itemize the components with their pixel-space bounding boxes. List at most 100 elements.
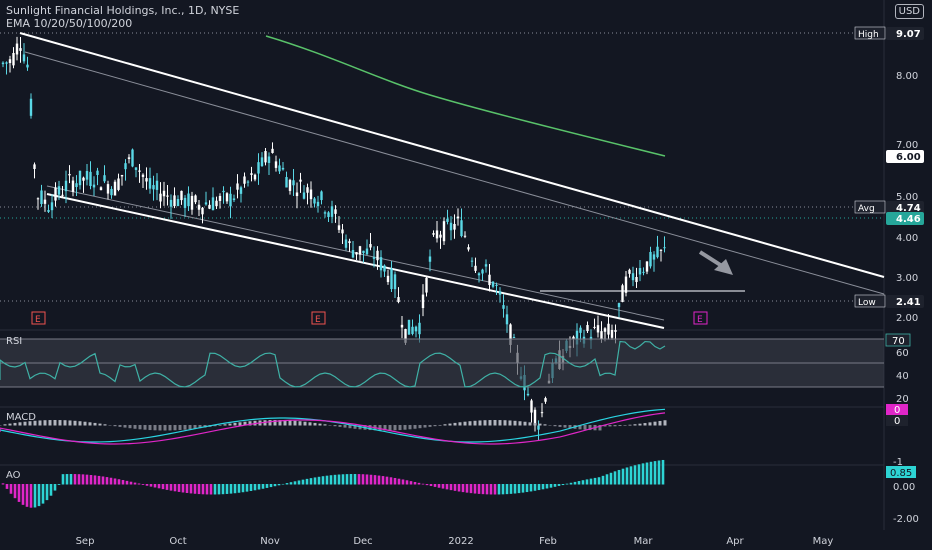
macd-histogram-bar: [248, 421, 252, 426]
macd-histogram-bar: [598, 425, 602, 431]
macd-histogram-bar: [483, 420, 487, 426]
candle-body: [607, 323, 610, 335]
ao-bar: [641, 463, 645, 485]
price-tag-value: 4.74: [896, 203, 921, 214]
ao-bar: [193, 484, 197, 494]
candle-body: [29, 98, 33, 116]
macd-histogram-bar: [418, 425, 422, 429]
ao-bar: [321, 476, 325, 485]
candle-body: [512, 337, 516, 339]
candle-body: [194, 195, 197, 203]
ao-bar: [121, 480, 125, 485]
channel-lower-line: [46, 193, 665, 329]
candle-body: [509, 324, 512, 345]
ao-bar: [261, 484, 265, 489]
candle-body: [600, 331, 603, 340]
candle-body: [15, 43, 19, 55]
ao-bar: [509, 484, 513, 494]
macd-histogram-bar: [43, 420, 47, 426]
macd-histogram-bar: [278, 420, 282, 426]
macd-histogram-bar: [568, 425, 572, 429]
candle-body: [1, 62, 5, 65]
ao-bar: [537, 484, 541, 491]
ao-bar: [605, 474, 609, 485]
candle-body: [442, 221, 446, 242]
y-tick-label: 7.00: [896, 140, 918, 151]
ao-bar: [273, 484, 277, 487]
ao-bar: [181, 484, 185, 493]
candle-body: [348, 241, 351, 244]
macd-histogram-bar: [213, 425, 217, 427]
macd-histogram-bar: [28, 421, 32, 426]
candle-body: [596, 325, 600, 333]
candle-body: [253, 174, 257, 180]
projection-arrow-head: [714, 259, 733, 275]
macd-histogram-bar: [183, 425, 187, 430]
candle-body: [152, 185, 155, 190]
candle-body: [285, 177, 288, 188]
ao-bar: [381, 476, 385, 485]
macd-histogram-bar: [608, 425, 612, 427]
macd-histogram-bar: [0, 425, 2, 426]
candle-body: [288, 179, 292, 191]
candle-body: [204, 202, 208, 205]
ao-bar: [189, 484, 193, 494]
candle-body: [411, 326, 414, 334]
ao-bar: [581, 480, 585, 485]
ao-bar: [81, 474, 85, 485]
candle-body: [488, 274, 491, 286]
macd-histogram-bar: [158, 425, 162, 431]
ao-bar: [117, 479, 121, 485]
price-tag-label: High: [858, 30, 879, 40]
price-tag-value-box: [886, 295, 924, 308]
macd-histogram-bar: [83, 421, 87, 426]
ao-bar: [285, 483, 289, 485]
macd-value: 0: [894, 405, 900, 416]
x-tick-label: Feb: [539, 536, 557, 547]
candle-body: [40, 190, 43, 205]
candle-body: [183, 197, 187, 208]
macd-histogram-bar: [58, 420, 62, 426]
ao-bar: [409, 481, 413, 485]
currency-selector[interactable]: USD: [894, 4, 924, 19]
candle-body: [327, 212, 330, 218]
ao-bar: [249, 484, 253, 491]
ao-bar: [457, 484, 461, 492]
macd-histogram-bar: [108, 425, 112, 426]
price-tag-value: 6.00: [896, 152, 921, 163]
macd-histogram-bar: [398, 425, 402, 431]
ao-bar: [13, 484, 17, 499]
ao-bar: [633, 465, 637, 485]
candle-body: [127, 157, 131, 159]
candle-body: [414, 326, 418, 332]
candle-body: [260, 157, 264, 167]
y-tick-label: 2.00: [896, 313, 918, 324]
ao-bar: [645, 462, 649, 485]
ao-bar: [353, 474, 357, 485]
macd-histogram-bar: [528, 422, 532, 426]
macd-histogram-bar: [243, 421, 247, 426]
ao-bar: [225, 484, 229, 494]
macd-histogram-bar: [503, 420, 507, 426]
ao-bar: [577, 481, 581, 485]
candle-body: [274, 161, 278, 168]
ao-bar: [233, 484, 237, 494]
macd-histogram-bar: [103, 424, 107, 426]
candle-body: [99, 187, 103, 191]
ao-bar: [317, 476, 321, 485]
macd-histogram-bar: [228, 423, 232, 426]
candle-body: [659, 249, 663, 251]
macd-histogram-bar: [23, 421, 27, 426]
ao-bar: [309, 478, 313, 485]
ao-bar: [253, 484, 257, 491]
ao-bar: [101, 476, 105, 485]
candle-body: [579, 327, 582, 333]
macd-value-box: [886, 404, 908, 415]
ao-bar: [85, 474, 89, 485]
candle-body: [407, 319, 411, 335]
ao-bar: [269, 484, 273, 488]
candle-body: [246, 181, 250, 183]
x-tick-label: Nov: [260, 536, 280, 547]
candle-body: [449, 222, 453, 231]
ao-bar: [657, 460, 661, 485]
